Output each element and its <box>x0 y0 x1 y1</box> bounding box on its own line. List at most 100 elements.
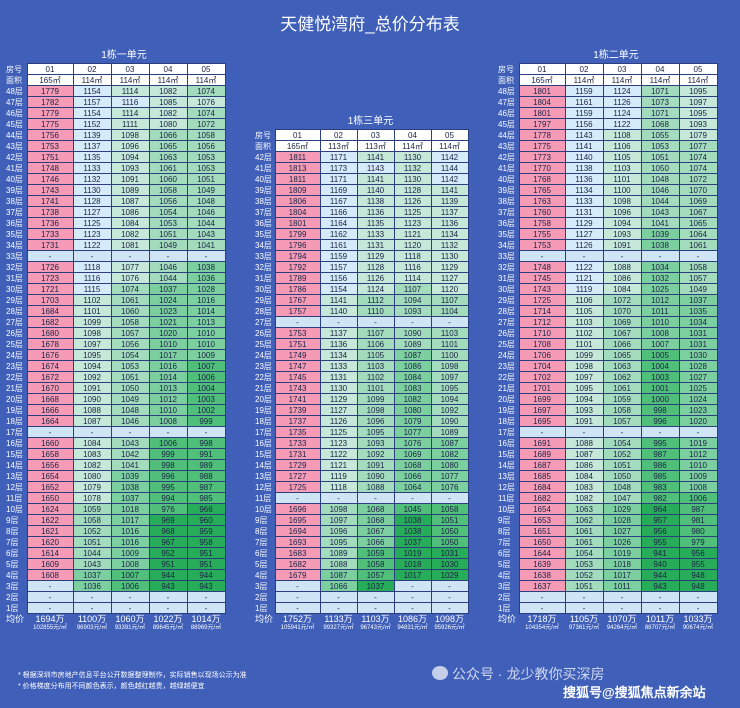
price-cell: 1072 <box>602 294 642 306</box>
average-row: 均价 1752万 105941元/㎡ 1133万 99327元/㎡ 1103万 96743元… <box>254 614 468 636</box>
table-row: 19层 1739 1127 1098 1080 1092 <box>254 404 469 416</box>
price-cell: 1126 <box>356 272 395 284</box>
price-cell: 1678 <box>26 338 74 350</box>
table-row: 5层 1682 1088 1058 1018 1030 <box>254 558 469 570</box>
price-cell: 1038 <box>110 481 150 493</box>
price-cell: 1051 <box>640 151 680 163</box>
price-cell: 1039 <box>640 228 680 240</box>
floor-label: 27层 <box>255 317 272 327</box>
price-cell: 1017 <box>148 349 188 361</box>
price-cell: 1009 <box>186 349 226 361</box>
price-cell: 1748 <box>26 162 74 174</box>
price-cell: 1129 <box>430 261 469 273</box>
table-row: 17层 1735 1125 1095 1077 1089 <box>254 426 469 438</box>
price-cell: 1100 <box>602 184 642 196</box>
price-cell: 1025 <box>640 283 680 295</box>
price-cell: 1082 <box>110 228 150 240</box>
price-cell: 1741 <box>274 393 321 405</box>
price-cell: 1057 <box>678 272 718 284</box>
price-cell: 955 <box>678 558 718 570</box>
price-cell: 1051 <box>110 371 150 383</box>
price-cell: 1009 <box>678 470 718 482</box>
price-cell: 1637 <box>518 580 566 592</box>
floor-label: 26层 <box>6 328 23 338</box>
price-cell: 1049 <box>186 184 226 196</box>
price-cell: 1010 <box>678 459 718 471</box>
floor-label: 16层 <box>6 438 23 448</box>
table-row: 40层 1746 1132 1091 1060 1051 <box>5 173 226 185</box>
price-cell: 943 <box>640 580 680 592</box>
price-cell: 1806 <box>274 195 321 207</box>
price-cell: 1101 <box>356 382 395 394</box>
price-cell: 944 <box>640 569 680 581</box>
avg-label: 均价 <box>6 613 25 624</box>
price-cell: 1063 <box>148 151 188 163</box>
price-cell: 989 <box>186 459 226 471</box>
floor-label: 29层 <box>6 295 23 305</box>
table-row: 8层 1621 1052 1016 968 959 <box>5 525 226 537</box>
table-row: 15层 1658 1083 1042 999 991 <box>5 448 226 460</box>
price-cell: 1745 <box>274 371 321 383</box>
price-cell: - <box>186 602 226 614</box>
floor-label: 27层 <box>498 317 515 327</box>
price-cell: 1082 <box>72 459 112 471</box>
floor-label: 44层 <box>498 130 515 140</box>
price-cell: 1712 <box>518 316 566 328</box>
price-cell: 1059 <box>602 393 642 405</box>
unit-area: 114㎡ <box>72 74 112 86</box>
price-cell: 1741 <box>26 195 74 207</box>
price-cell: 1133 <box>72 162 112 174</box>
building-1-unit-2: 1栋二单元 房号 01 02 03 04 05 面积 165㎡ 114㎡ 114㎡ 114㎡ 114㎡ 4… <box>497 49 735 636</box>
price-cell: 951 <box>148 558 188 570</box>
price-cell: 1058 <box>72 514 112 526</box>
floor-label: 33层 <box>498 251 515 261</box>
price-cell: 1132 <box>430 239 469 251</box>
price-cell: 1080 <box>72 470 112 482</box>
price-cell: 1096 <box>110 140 150 152</box>
price-cell: 1749 <box>274 349 321 361</box>
price-cell: 1010 <box>148 338 188 350</box>
price-cell: 1614 <box>26 547 74 559</box>
floor-label: 19层 <box>6 405 23 415</box>
average-row: 均价 1718万 104354元/㎡ 1105万 97361元/㎡ 1070万 94264元… <box>497 614 717 636</box>
price-cell: 1095 <box>564 382 604 394</box>
price-cell: 1048 <box>640 173 680 185</box>
price-cell: 1664 <box>26 415 74 427</box>
price-cell: 1048 <box>110 404 150 416</box>
price-cell: 1017 <box>602 569 642 581</box>
price-cell: 1020 <box>148 327 188 339</box>
price-cell: 1067 <box>356 525 395 537</box>
price-cell: 1026 <box>602 536 642 548</box>
table-row: 30层 1721 1115 1074 1037 1028 <box>5 283 226 295</box>
price-cell: 1161 <box>564 96 604 108</box>
price-cell: 1721 <box>26 283 74 295</box>
price-cell: 1087 <box>319 569 358 581</box>
price-cell: 1050 <box>110 382 150 394</box>
price-cell: 1076 <box>430 481 469 493</box>
price-cell: 1132 <box>393 162 432 174</box>
table-row: 16层 1660 1084 1043 1006 998 <box>5 437 226 449</box>
price-cell: 1091 <box>356 459 395 471</box>
price-cell: 1683 <box>274 547 321 559</box>
price-cell: 1126 <box>564 239 604 251</box>
table-row: 42层 1811 1171 1141 1130 1142 <box>254 151 469 163</box>
price-cell: 1134 <box>319 349 358 361</box>
price-cell: 1127 <box>72 206 112 218</box>
price-cell: 1751 <box>274 338 321 350</box>
price-cell: 1119 <box>319 470 358 482</box>
price-cell: - <box>518 426 566 438</box>
avg-total: 1011万 <box>645 614 675 624</box>
floor-label: 46层 <box>498 108 515 118</box>
price-cell: 1050 <box>602 470 642 482</box>
price-cell: 1801 <box>518 107 566 119</box>
floor-label: 46层 <box>6 108 23 118</box>
price-cell: 1093 <box>356 437 395 449</box>
price-cell: 1053 <box>186 151 226 163</box>
table-row: 33层 - - - - - <box>497 250 718 262</box>
table-row: 19层 1666 1088 1048 1010 1002 <box>5 404 226 416</box>
table-row: 43层 1753 1137 1096 1065 1056 <box>5 140 226 152</box>
table-row: 47层 1782 1157 1116 1085 1076 <box>5 96 226 108</box>
price-cell: - <box>678 250 718 262</box>
price-cell: 1116 <box>393 261 432 273</box>
price-cell: 1128 <box>356 261 395 273</box>
